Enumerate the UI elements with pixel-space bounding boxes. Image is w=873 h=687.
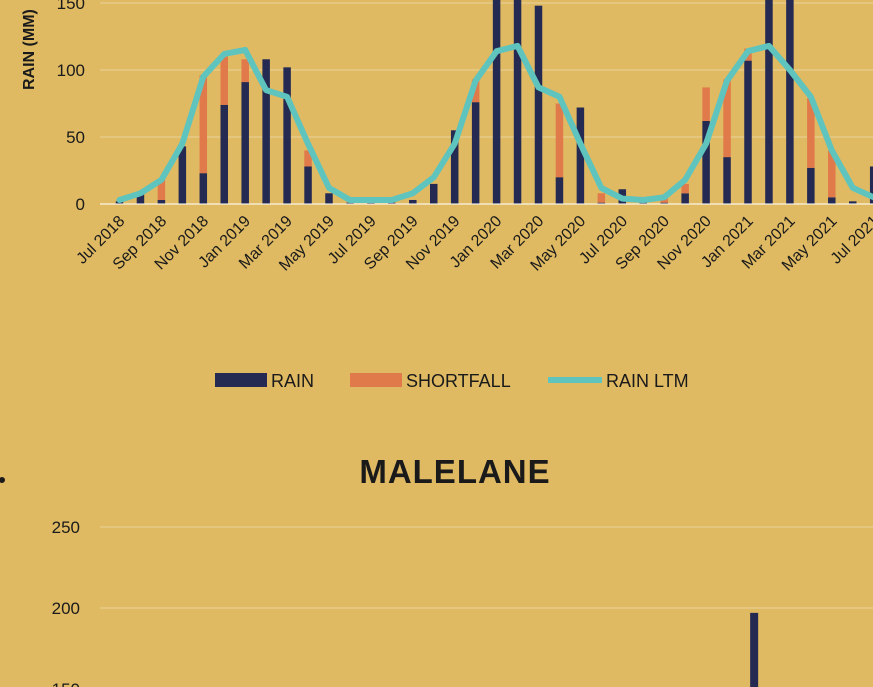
rain-bar	[681, 193, 689, 204]
shortfall-bar	[597, 193, 606, 203]
rain-bar	[807, 167, 815, 204]
shortfall-bar	[723, 79, 731, 158]
legend-label-rain: RAIN	[271, 371, 314, 391]
legend-swatch-rain	[215, 373, 267, 387]
rain-bar	[241, 82, 249, 204]
shortfall-bar	[681, 183, 689, 194]
y-tick-labels: 150 200 250	[52, 518, 80, 687]
rain-bar	[702, 120, 710, 204]
rain-bar	[723, 157, 731, 204]
rain-bar	[450, 130, 459, 204]
malelane-chart: MALELANE 150 200 250	[52, 453, 873, 687]
rain-bar	[199, 173, 208, 204]
rain-bar	[283, 67, 291, 204]
rain-bar	[750, 612, 759, 687]
chart-title: MALELANE	[359, 453, 550, 490]
y-tick-label: 250	[52, 518, 80, 537]
rain-bar	[409, 199, 417, 204]
y-tick-label: 50	[66, 128, 85, 147]
rain-bar	[828, 197, 836, 204]
y-axis-label: RAIN (MM)	[21, 9, 38, 90]
rain-bar	[430, 183, 438, 204]
y-tick-label: 200	[52, 599, 80, 618]
y-tick-label: 100	[57, 61, 85, 80]
y-tick-labels: 0 50 100 150	[57, 0, 85, 214]
y-tick-label: 150	[52, 680, 80, 687]
rain-ltm-line	[116, 42, 873, 203]
bar-series	[115, 0, 873, 205]
shortfall-bar	[220, 56, 228, 105]
rain-bar	[786, 0, 794, 204]
rain-bar	[576, 107, 585, 204]
rain-bar	[136, 191, 145, 204]
rain-bar	[325, 193, 333, 204]
rain-bar	[744, 60, 752, 205]
rain-bar	[513, 0, 522, 204]
shortfall-bar	[807, 98, 815, 168]
rain-bar	[849, 201, 857, 204]
rain-bar	[220, 104, 228, 204]
y-tick-label: 150	[57, 0, 85, 13]
shortfall-bar	[828, 150, 836, 198]
rain-bar	[534, 5, 543, 205]
rain-bar	[304, 166, 312, 204]
rain-bar	[869, 166, 873, 204]
shortfall-bar	[304, 150, 312, 167]
y-tick-label: 0	[76, 195, 85, 214]
shortfall-bar	[702, 87, 710, 121]
shortfall-bar	[241, 59, 249, 83]
rain-bar	[262, 59, 270, 204]
chart-legend: RAIN SHORTFALL RAIN LTM	[215, 371, 689, 391]
y-gridlines	[100, 526, 873, 609]
rain-bar	[555, 177, 564, 204]
shortfall-bar	[660, 198, 668, 203]
rain-bar	[765, 0, 773, 204]
bar-series	[750, 612, 759, 687]
legend-label-rain-ltm: RAIN LTM	[606, 371, 689, 391]
shortfall-bar	[199, 75, 208, 174]
legend-label-shortfall: SHORTFALL	[406, 371, 511, 391]
rain-bar	[157, 199, 166, 204]
bullet-dot	[0, 477, 5, 483]
shortfall-bar	[157, 179, 166, 200]
shortfall-bar	[471, 79, 480, 103]
shortfall-bar	[555, 103, 564, 178]
rain-bar	[492, 0, 501, 204]
rain-bar	[178, 146, 187, 204]
rain-bar	[471, 102, 480, 204]
legend-swatch-shortfall	[350, 373, 402, 387]
